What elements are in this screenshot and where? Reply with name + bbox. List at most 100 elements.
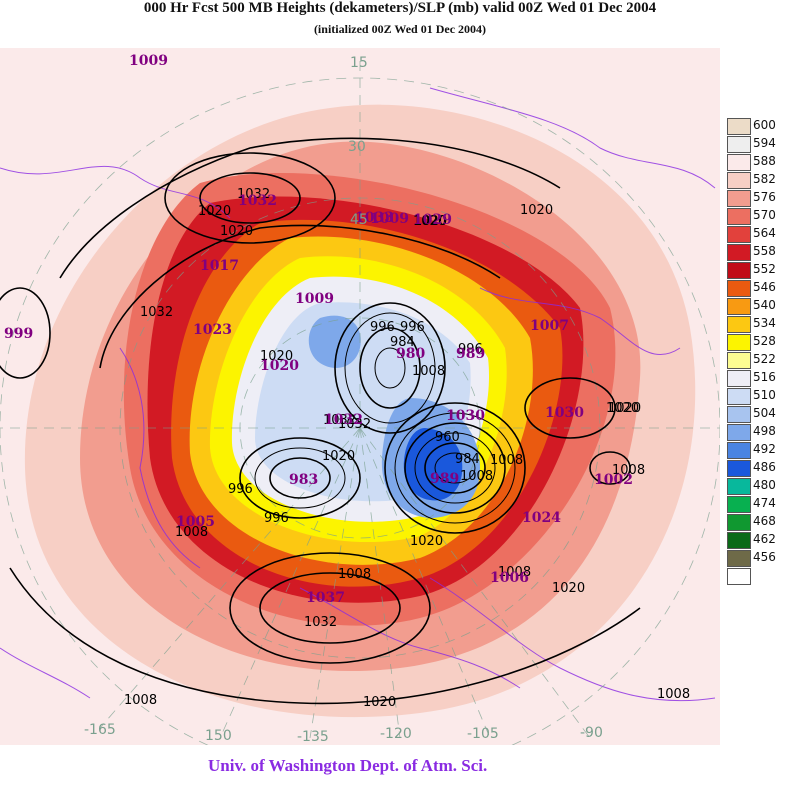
slp-label: 1020 [520, 203, 553, 218]
slp-label: 1020 [606, 401, 639, 416]
pressure-center: 1020 [260, 358, 299, 374]
pressure-center-labels: 1009 1009 1009 1017 1032 1023 1029 999 1… [4, 53, 633, 606]
chart-subtitle: (initialized 00Z Wed 01 Dec 2004) [313, 22, 487, 36]
longitude-label: 45 [350, 212, 368, 228]
pressure-center: 1029 [413, 212, 452, 228]
slp-label: 996 [458, 342, 483, 357]
slp-label: 1020 [552, 581, 585, 596]
slp-label: 1008 [612, 463, 645, 478]
legend-swatch [727, 244, 751, 261]
slp-label: 1008 [412, 364, 445, 379]
legend-label: 576 [753, 190, 776, 204]
legend-label: 570 [753, 208, 776, 222]
longitude-labels: -165 150 -135 -120 -105 -90 15 30 45 [84, 55, 603, 745]
legend-swatch [727, 172, 751, 189]
legend-label: 558 [753, 244, 776, 258]
pressure-center: 989 [456, 346, 485, 362]
legend-label: 552 [753, 262, 776, 276]
slp-label: 1032 [140, 305, 173, 320]
legend-swatch [727, 154, 751, 171]
legend-swatch [727, 460, 751, 477]
slp-label: 996 [228, 482, 253, 497]
legend-label: 468 [753, 514, 776, 528]
legend-label: 582 [753, 172, 776, 186]
longitude-label: -120 [380, 726, 412, 742]
slp-label: 984 [390, 335, 415, 350]
pressure-center: 983 [289, 472, 318, 488]
longitude-label: 150 [205, 728, 232, 744]
legend-label: 474 [753, 496, 776, 510]
slp-label: 1020 [414, 214, 447, 229]
legend-label: 480 [753, 478, 776, 492]
slp-label: 1020 [260, 349, 293, 364]
legend-swatch [727, 424, 751, 441]
legend-label: 534 [753, 316, 776, 330]
legend-label: 456 [753, 550, 776, 564]
legend-swatch [727, 406, 751, 423]
pressure-center: 999 [4, 326, 33, 342]
slp-label: 1032 [338, 417, 371, 432]
legend-swatch [727, 136, 751, 153]
legend-label: 528 [753, 334, 776, 348]
slp-label: 1008 [460, 469, 493, 484]
legend-label: 564 [753, 226, 776, 240]
legend-label: 486 [753, 460, 776, 474]
longitude-label: -165 [84, 722, 116, 738]
pressure-center: 1006 [490, 570, 529, 586]
legend-swatch [727, 478, 751, 495]
pressure-center: 1032 [238, 193, 277, 209]
slp-label: 1020 [410, 534, 443, 549]
legend-label: 510 [753, 388, 776, 402]
longitude-label: -135 [297, 729, 329, 745]
slp-label: 1032 [323, 413, 356, 428]
legend-label: 522 [753, 352, 776, 366]
legend-swatch [727, 352, 751, 369]
slp-label: 1020 [322, 449, 355, 464]
pressure-center: 1033 [355, 210, 394, 226]
slp-label: 996 [370, 320, 395, 335]
legend-swatch [727, 226, 751, 243]
credit-text: Univ. of Washington Dept. of Atm. Sci. [208, 756, 488, 775]
legend-label: 600 [753, 118, 776, 132]
weather-map: 1032 1020 1020 1032 1008 1008 1020 1020 … [0, 48, 720, 745]
pressure-center: 1009 [370, 211, 409, 227]
slp-label: 1008 [490, 453, 523, 468]
legend-swatch [727, 496, 751, 513]
longitude-label: -90 [580, 725, 603, 741]
slp-label: 1020 [608, 401, 641, 416]
chart-title: 000 Hr Fcst 500 MB Heights (dekameters)/… [143, 0, 657, 16]
slp-label: 960 [435, 430, 460, 445]
legend-swatch [727, 190, 751, 207]
pressure-center: 1024 [522, 510, 561, 526]
pressure-center: 989 [430, 471, 459, 487]
longitude-label: 30 [348, 139, 366, 155]
slp-label: 1020 [220, 224, 253, 239]
legend-swatch [727, 550, 751, 567]
legend-label: 462 [753, 532, 776, 546]
legend-swatch [727, 280, 751, 297]
pressure-center: 980 [396, 346, 425, 362]
pressure-center: 1007 [530, 318, 569, 334]
pressure-center: 1030 [545, 405, 584, 421]
legend-label: 492 [753, 442, 776, 456]
legend-swatch [727, 298, 751, 315]
legend-swatch [727, 442, 751, 459]
slp-label: 1008 [498, 565, 531, 580]
legend-swatch [727, 370, 751, 387]
pressure-center: 1023 [193, 322, 232, 338]
legend-swatch [727, 532, 751, 549]
legend-label: 516 [753, 370, 776, 384]
legend-swatch [727, 334, 751, 351]
longitude-label: -105 [467, 726, 499, 742]
legend-label: 540 [753, 298, 776, 312]
slp-label: 1032 [304, 615, 337, 630]
legend-label: 594 [753, 136, 776, 150]
legend-label: 588 [753, 154, 776, 168]
slp-label: 1008 [175, 525, 208, 540]
pressure-center: 1030 [446, 408, 485, 424]
pressure-center: 1002 [594, 472, 633, 488]
pressure-center: 1032 [324, 412, 363, 428]
slp-label: 1008 [124, 693, 157, 708]
legend-swatch [727, 316, 751, 333]
slp-label: 996 [400, 320, 425, 335]
